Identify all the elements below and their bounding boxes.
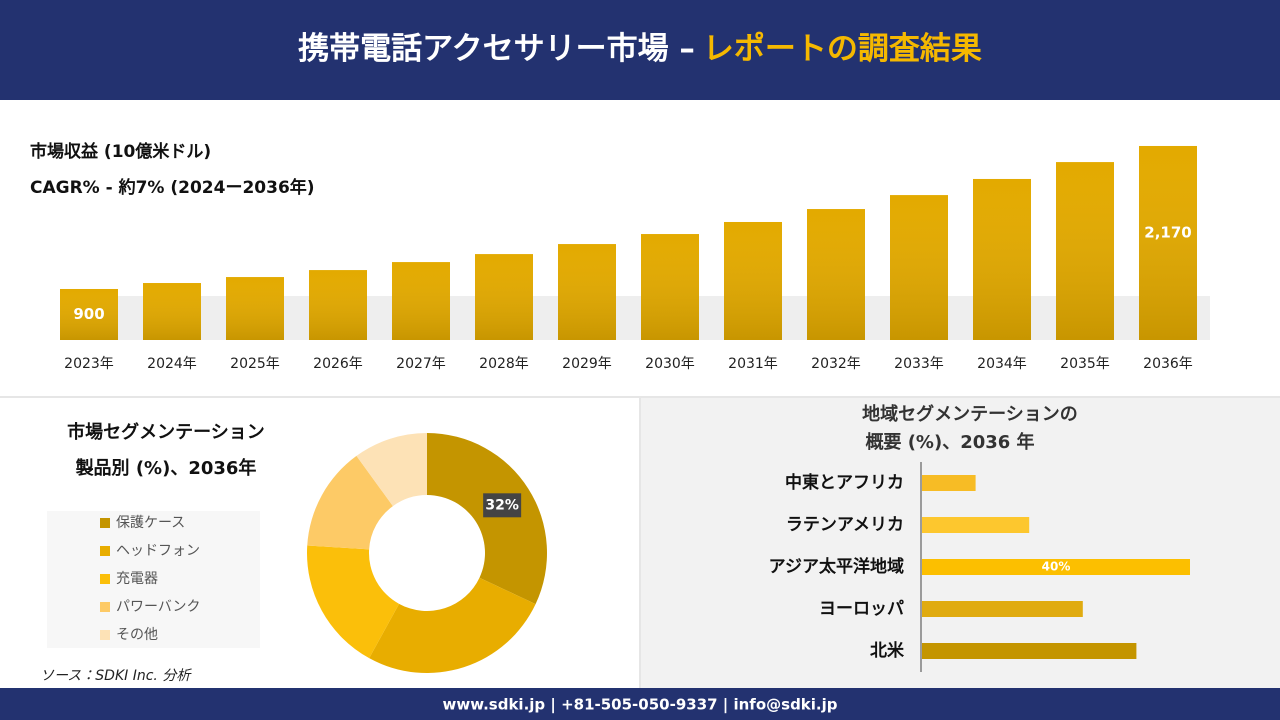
bar-shade — [724, 221, 782, 340]
chart-title: 市場セグメンテーション — [67, 421, 265, 443]
legend-swatch — [100, 630, 110, 640]
x-tick-label: 2035年 — [1060, 356, 1110, 372]
x-tick-label: 2031年 — [728, 356, 778, 372]
chart-title: 市場収益 (10億米ドル) — [30, 141, 211, 162]
bar-shade — [890, 195, 948, 340]
data-label-bg — [483, 493, 522, 518]
donut-slice — [307, 545, 400, 659]
legend-swatch — [100, 602, 110, 612]
x-tick-label: 2024年 — [147, 356, 197, 372]
legend-swatch — [100, 574, 110, 584]
x-tick-label: 2033年 — [894, 356, 944, 372]
x-tick-label: 2027年 — [396, 356, 446, 372]
legend-label: ヘッドフォン — [116, 543, 200, 559]
data-label: 32% — [485, 497, 519, 513]
chart-subtitle: 概要 (%)、2036 年 — [865, 431, 1034, 453]
bar-shade — [1056, 162, 1114, 340]
chart-subtitle: 製品別 (%)、2036年 — [75, 457, 257, 479]
bar-shade — [143, 283, 201, 340]
region-panel — [641, 398, 1280, 688]
donut-slice — [307, 455, 393, 550]
bar-shade — [60, 288, 118, 340]
y-tick-label: アジア太平洋地域 — [769, 556, 904, 577]
bar — [922, 559, 1190, 575]
x-tick-label: 2029年 — [562, 356, 612, 372]
chart-title: 地域セグメンテーションの — [862, 403, 1078, 425]
x-tick-label: 2025年 — [230, 356, 280, 372]
bar-shade — [1139, 145, 1197, 340]
data-label: 900 — [73, 305, 104, 323]
y-tick-label: 北米 — [870, 640, 905, 661]
bar — [922, 517, 1030, 533]
bar — [922, 475, 976, 491]
legend-label: パワーバンク — [116, 599, 201, 615]
x-tick-label: 2034年 — [977, 356, 1027, 372]
data-label: 40% — [1042, 560, 1071, 574]
x-tick-label: 2036年 — [1143, 356, 1193, 372]
bar — [922, 643, 1137, 659]
bar-shade — [641, 234, 699, 340]
legend-label: 保護ケース — [116, 515, 185, 531]
bar-shade — [973, 178, 1031, 340]
y-tick-label: 中東とアフリカ — [785, 472, 904, 493]
legend-label: 充電器 — [116, 571, 158, 587]
x-tick-label: 2023年 — [64, 356, 114, 372]
header-bar — [0, 0, 1280, 100]
y-tick-label: ラテンアメリカ — [786, 515, 904, 535]
chart-subtitle: CAGR% - 約7% (2024ー2036年) — [30, 177, 315, 198]
y-tick-label: ヨーロッパ — [819, 599, 904, 619]
legend-box — [47, 511, 260, 648]
bar-shade — [392, 262, 450, 340]
legend-swatch — [100, 518, 110, 528]
bar-shade — [807, 209, 865, 340]
source-note: ソース：SDKI Inc. 分析 — [40, 668, 192, 684]
bar — [922, 601, 1083, 617]
donut-slice — [369, 577, 536, 673]
legend-swatch — [100, 546, 110, 556]
legend-label: その他 — [116, 627, 158, 643]
x-tick-label: 2026年 — [313, 356, 363, 372]
data-label: 2,170 — [1144, 223, 1191, 241]
donut-slice — [356, 433, 427, 507]
bar-shade — [226, 277, 284, 340]
donut-slice — [427, 433, 547, 605]
title-main: 携帯電話アクセサリー市場 – — [298, 31, 695, 67]
x-tick-label: 2032年 — [811, 356, 861, 372]
footer-bar — [0, 688, 1280, 720]
x-tick-label: 2028年 — [479, 356, 529, 372]
x-tick-label: 2030年 — [645, 356, 695, 372]
title-highlight: レポートの調査結果 — [703, 31, 982, 67]
bar-shade — [558, 244, 616, 340]
charts: 市場収益 (10億米ドル) CAGR% - 約7% (2024ー2036年) 202… — [30, 141, 1210, 673]
bar-shade — [475, 254, 533, 340]
header-title: 携帯電話アクセサリー市場 – レポートの調査結果 — [298, 31, 982, 67]
footer-contact: www.sdki.jp | +81-505-050-9337 | info@sd… — [442, 696, 837, 715]
bar-shade — [309, 270, 367, 340]
